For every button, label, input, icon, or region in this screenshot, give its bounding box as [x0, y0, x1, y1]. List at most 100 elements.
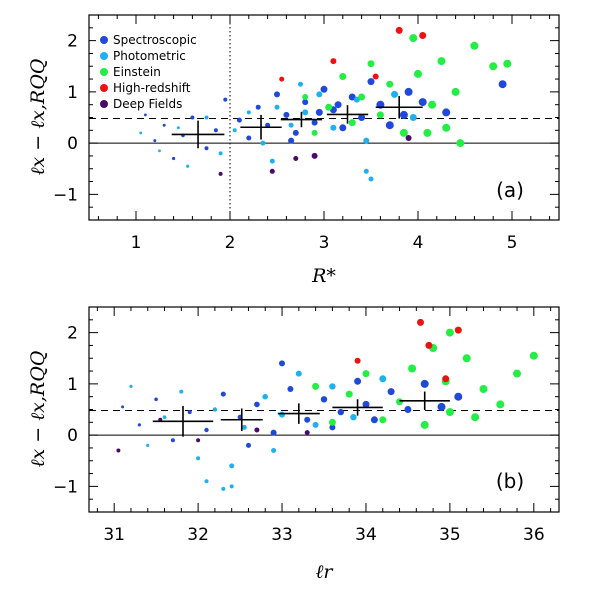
- data-point-photometric: [229, 484, 234, 489]
- data-point-photometric: [269, 158, 275, 164]
- data-point-photometric: [158, 149, 161, 153]
- y-tick-label: 2: [67, 32, 78, 52]
- data-point-spectroscopic: [404, 406, 412, 413]
- data-point-photometric: [279, 411, 285, 418]
- data-point-spectroscopic: [437, 402, 446, 411]
- data-point-high-redshift: [354, 357, 361, 364]
- data-point-spectroscopic: [358, 114, 366, 121]
- data-point-spectroscopic: [334, 101, 342, 109]
- data-point-spectroscopic: [354, 377, 362, 385]
- data-point-einstein: [420, 420, 429, 429]
- data-point-einstein: [489, 62, 498, 71]
- data-point-spectroscopic: [154, 397, 158, 402]
- points-group: [116, 318, 538, 491]
- data-point-einstein: [302, 94, 309, 100]
- x-tick-label: 5: [507, 233, 518, 253]
- binned-mean-cross: [277, 403, 320, 424]
- data-point-photometric: [229, 463, 235, 469]
- panel-tag: (a): [496, 178, 524, 202]
- data-point-photometric: [176, 126, 180, 130]
- data-point-spectroscopic: [204, 146, 209, 151]
- data-point-einstein: [428, 100, 437, 109]
- x-tick-label: 32: [187, 525, 209, 545]
- data-point-einstein: [379, 416, 387, 424]
- data-point-high-redshift: [419, 32, 427, 39]
- data-point-spectroscopic: [320, 396, 328, 403]
- data-point-high-redshift: [425, 341, 433, 349]
- data-point-einstein: [408, 364, 417, 373]
- data-point-spectroscopic: [337, 408, 344, 416]
- data-point-deep-fields: [196, 438, 201, 443]
- data-point-photometric: [246, 110, 251, 115]
- legend-marker: [100, 68, 108, 76]
- y-tick-label: −1: [53, 185, 78, 205]
- legend-label: Einstein: [113, 65, 161, 79]
- data-point-spectroscopic: [302, 99, 309, 106]
- x-tick-label: 35: [439, 525, 461, 545]
- data-point-einstein: [376, 111, 384, 119]
- data-point-spectroscopic: [279, 360, 285, 367]
- data-point-einstein: [503, 59, 512, 68]
- x-tick-label: 2: [225, 233, 236, 253]
- data-point-spectroscopic: [339, 124, 347, 132]
- data-point-einstein: [396, 398, 403, 406]
- data-point-spectroscopic: [385, 121, 394, 130]
- data-point-spectroscopic: [153, 139, 157, 143]
- data-point-photometric: [196, 456, 201, 461]
- data-point-spectroscopic: [367, 78, 375, 86]
- x-tick-label: 4: [413, 233, 424, 253]
- data-point-photometric: [368, 176, 374, 182]
- legend: Spectroscopic Photometric Einstein High-red…: [96, 28, 212, 112]
- data-point-spectroscopic: [288, 137, 295, 144]
- legend-label: High-redshift: [113, 81, 191, 95]
- x-tick-label: 36: [523, 525, 545, 545]
- x-tick-label: 31: [103, 525, 125, 545]
- data-point-high-redshift: [395, 26, 403, 34]
- legend-marker: [100, 100, 108, 108]
- data-point-einstein: [399, 128, 408, 137]
- data-point-spectroscopic: [137, 423, 141, 427]
- data-point-spectroscopic: [498, 80, 507, 89]
- data-point-spectroscopic: [144, 113, 147, 117]
- data-point-deep-fields: [218, 171, 223, 176]
- data-point-photometric: [232, 128, 237, 133]
- data-point-spectroscopic: [420, 379, 429, 388]
- data-point-spectroscopic: [418, 98, 427, 107]
- data-point-photometric: [274, 104, 280, 110]
- data-point-einstein: [479, 385, 488, 393]
- data-point-spectroscopic: [246, 135, 252, 141]
- y-tick-label: 1: [67, 375, 78, 395]
- data-point-einstein: [445, 328, 454, 337]
- data-point-einstein: [462, 354, 471, 363]
- data-point-spectroscopic: [187, 410, 192, 415]
- binned-mean-cross: [240, 114, 282, 140]
- x-axis-label: ℓr: [316, 561, 335, 583]
- data-point-high-redshift: [330, 58, 337, 65]
- data-point-spectroscopic: [254, 401, 260, 408]
- data-point-einstein: [358, 93, 366, 101]
- y-tick-label: 1: [67, 83, 78, 103]
- data-point-photometric: [260, 140, 266, 146]
- data-point-spectroscopic: [315, 108, 323, 116]
- data-point-spectroscopic: [304, 416, 311, 423]
- data-point-einstein: [409, 34, 418, 43]
- data-point-spectroscopic: [274, 91, 280, 98]
- data-point-spectroscopic: [348, 93, 356, 101]
- data-point-einstein: [339, 73, 347, 80]
- legend-marker: [100, 84, 108, 92]
- legend-label: Deep Fields: [113, 97, 182, 111]
- data-point-photometric: [262, 393, 269, 400]
- data-point-photometric: [139, 131, 143, 135]
- data-point-photometric: [288, 122, 294, 128]
- data-point-photometric: [186, 164, 190, 168]
- data-point-einstein: [471, 413, 480, 422]
- plot-frame: [88, 306, 560, 513]
- legend-marker: [100, 36, 108, 44]
- data-point-spectroscopic: [387, 388, 395, 396]
- points-group: [139, 26, 512, 182]
- data-point-photometric: [391, 90, 398, 98]
- data-point-spectroscopic: [170, 438, 175, 443]
- data-point-high-redshift: [442, 375, 450, 383]
- data-point-einstein: [367, 60, 375, 68]
